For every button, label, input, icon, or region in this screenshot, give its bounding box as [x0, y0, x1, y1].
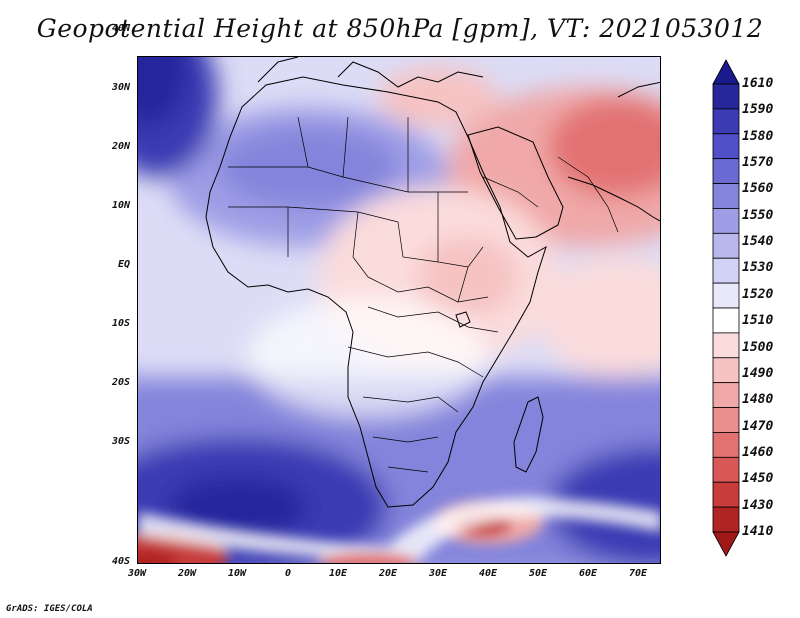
- lon-label-50e: 50E: [528, 568, 548, 579]
- colorbar-level-label: 1570: [742, 155, 774, 171]
- height-field-map: [138, 57, 660, 563]
- colorbar-swatch: [712, 506, 740, 533]
- country-borders: [228, 116, 619, 473]
- colorbar-swatch: [712, 83, 740, 110]
- colorbar: [712, 59, 740, 557]
- colorbar-swatch: [712, 382, 740, 408]
- colorbar-top-arrow: [712, 59, 740, 85]
- asia-coastline: [567, 176, 660, 222]
- colorbar-level-label: 1500: [742, 339, 774, 355]
- lat-label-eq: EQ: [117, 259, 130, 270]
- lat-label-10s: 10S: [111, 318, 130, 329]
- colorbar-swatch: [712, 481, 740, 508]
- colorbar-swatch: [712, 232, 740, 259]
- colorbar-swatch: [712, 108, 740, 135]
- lon-label-10w: 10W: [227, 568, 247, 579]
- footer-credit: GrADS: IGES/COLA: [6, 604, 93, 614]
- africa-coastline: [205, 76, 547, 508]
- colorbar-swatches: [712, 59, 740, 557]
- colorbar-level-label: 1450: [742, 471, 774, 487]
- colorbar-swatch: [712, 183, 740, 209]
- lat-label-40n: 40N: [111, 23, 130, 34]
- arabia-coastline: [467, 126, 564, 240]
- lat-label-20s: 20S: [111, 377, 130, 388]
- colorbar-swatch: [712, 208, 740, 234]
- lat-label-30s: 30S: [111, 436, 130, 447]
- lon-label-0: 0: [284, 568, 292, 579]
- colorbar-swatch: [712, 432, 740, 458]
- madagascar-coastline: [513, 396, 544, 473]
- colorbar-level-label: 1550: [742, 207, 774, 223]
- colorbar-level-label: 1520: [742, 286, 774, 302]
- coastlines: [205, 57, 660, 508]
- lon-label-40e: 40E: [478, 568, 498, 579]
- lon-label-30e: 30E: [428, 568, 448, 579]
- lon-label-30w: 30W: [127, 568, 147, 579]
- colorbar-swatch: [712, 133, 740, 160]
- colorbar-level-label: 1460: [742, 444, 774, 460]
- lon-label-70e: 70E: [628, 568, 648, 579]
- colorbar-bottom-arrow: [712, 531, 740, 557]
- lat-label-20n: 20N: [111, 141, 130, 152]
- colorbar-level-label: 1430: [742, 497, 774, 513]
- colorbar-level-label: 1490: [742, 365, 774, 381]
- lon-label-10e: 10E: [328, 568, 348, 579]
- lon-label-60e: 60E: [578, 568, 598, 579]
- colorbar-level-label: 1470: [742, 418, 774, 434]
- map-panel: [137, 56, 661, 564]
- map-title: Geopotential Height at 850hPa [gpm], VT:…: [36, 14, 764, 43]
- colorbar-swatch: [712, 257, 740, 284]
- lat-label-10n: 10N: [111, 200, 130, 211]
- colorbar-level-label: 1480: [742, 392, 774, 408]
- lon-label-20w: 20W: [177, 568, 197, 579]
- lon-label-20e: 20E: [378, 568, 398, 579]
- colorbar-level-label: 1590: [742, 102, 774, 118]
- lat-label-30n: 30N: [111, 82, 130, 93]
- colorbar-swatch: [712, 307, 740, 334]
- colorbar-swatch: [712, 357, 740, 384]
- caspian-outline: [617, 81, 660, 98]
- southern-extremes: [138, 497, 660, 563]
- colorbar-level-label: 1410: [742, 524, 774, 539]
- colorbar-swatch: [712, 282, 740, 309]
- colorbar-level-label: 1530: [742, 260, 774, 276]
- colorbar-swatch: [712, 332, 740, 359]
- colorbar-swatch: [712, 158, 740, 184]
- colorbar-swatch: [712, 407, 740, 433]
- lake-victoria: [455, 311, 471, 328]
- colorbar-swatch: [712, 456, 740, 483]
- europe-coastline: [257, 57, 484, 88]
- lat-label-40s: 40S: [111, 556, 130, 567]
- colorbar-level-label: 1610: [742, 76, 774, 91]
- colorbar-level-label: 1560: [742, 181, 774, 197]
- colorbar-level-label: 1510: [742, 313, 774, 329]
- colorbar-level-label: 1580: [742, 128, 774, 144]
- colorbar-level-label: 1540: [742, 234, 774, 250]
